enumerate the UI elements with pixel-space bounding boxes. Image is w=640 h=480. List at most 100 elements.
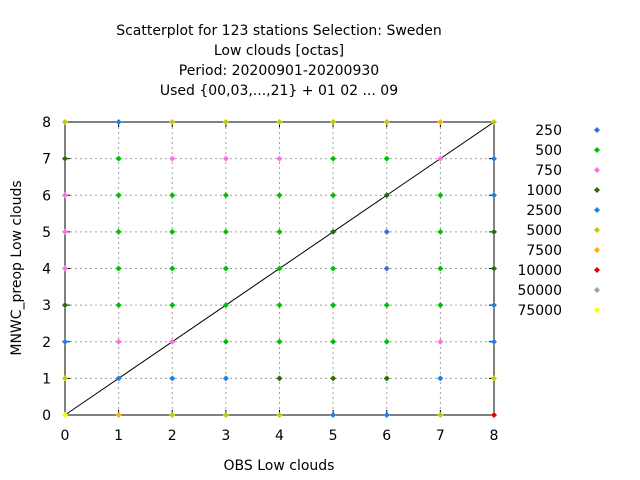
data-point (491, 228, 497, 235)
data-point (491, 192, 497, 199)
legend-marker (594, 227, 600, 233)
x-tick-label: 5 (329, 428, 338, 444)
data-point (169, 302, 176, 309)
data-point (437, 119, 444, 125)
data-point (169, 375, 176, 382)
x-tick-label: 0 (61, 428, 70, 444)
legend-marker (594, 127, 600, 133)
data-point (62, 375, 68, 382)
data-point (62, 119, 68, 125)
title-line-3: Period: 20200901-20200930 (179, 63, 379, 79)
data-point (276, 228, 283, 235)
data-point (115, 119, 122, 125)
x-tick-label: 4 (275, 428, 284, 444)
data-point (115, 265, 122, 272)
data-point (169, 119, 176, 125)
x-tick-label: 8 (490, 428, 499, 444)
data-point (276, 375, 283, 382)
data-point (437, 155, 444, 162)
data-point (491, 412, 497, 418)
legend-marker (594, 287, 600, 293)
legend-label: 7500 (526, 243, 562, 259)
x-tick-label: 7 (436, 428, 445, 444)
axis-ticks: 0 1 2 3 4 5 6 7 8 0 1 2 3 4 5 6 7 8 (42, 115, 498, 444)
data-point (383, 155, 390, 162)
data-point (330, 375, 337, 382)
data-point (437, 265, 444, 272)
data-point (491, 375, 497, 382)
data-point (222, 338, 229, 345)
data-point (222, 265, 229, 272)
data-point (491, 265, 497, 272)
data-point (169, 228, 176, 235)
legend: 250 500 750 1000 2500 5000 7500 10000 50000 75000 (517, 123, 600, 319)
x-tick-label: 6 (382, 428, 391, 444)
data-point (62, 412, 68, 418)
data-point (437, 192, 444, 199)
data-point (383, 228, 390, 235)
legend-label: 750 (535, 163, 562, 179)
data-point (169, 265, 176, 272)
data-point (437, 228, 444, 235)
data-point (276, 155, 283, 162)
data-point (222, 302, 229, 309)
x-tick-label: 3 (221, 428, 230, 444)
legend-label: 50000 (517, 283, 562, 299)
data-point (62, 265, 68, 272)
data-point (222, 119, 229, 125)
y-tick-label: 1 (42, 371, 51, 387)
y-tick-label: 8 (42, 115, 51, 131)
data-point (491, 302, 497, 309)
data-point (276, 302, 283, 309)
data-point (222, 192, 229, 199)
data-point (62, 302, 68, 309)
data-point (115, 338, 122, 345)
data-point (491, 119, 497, 125)
legend-marker (594, 147, 600, 153)
data-point (383, 265, 390, 272)
data-point (330, 338, 337, 345)
data-point (222, 155, 229, 162)
data-point (330, 302, 337, 309)
data-point (437, 302, 444, 309)
data-point (169, 412, 176, 418)
y-axis-title: MNWC_preop Low clouds (9, 180, 25, 355)
data-point (62, 155, 68, 162)
legend-marker (594, 247, 600, 253)
y-tick-label: 3 (42, 298, 51, 314)
data-point (383, 302, 390, 309)
data-point (222, 412, 229, 418)
x-tick-label: 2 (168, 428, 177, 444)
data-point (330, 412, 337, 418)
data-point (437, 338, 444, 345)
data-point (222, 375, 229, 382)
data-point (115, 375, 122, 382)
data-point (115, 155, 122, 162)
legend-marker (594, 167, 600, 173)
data-point (383, 119, 390, 125)
legend-marker (594, 307, 600, 313)
data-point (330, 119, 337, 125)
data-point (62, 338, 68, 345)
data-point (491, 155, 497, 162)
legend-label: 250 (535, 123, 562, 139)
legend-marker (594, 207, 600, 213)
legend-label: 75000 (517, 303, 562, 319)
data-point (330, 228, 337, 235)
data-point (169, 155, 176, 162)
data-point (383, 338, 390, 345)
data-point (383, 412, 390, 418)
data-point (169, 192, 176, 199)
y-tick-label: 4 (42, 262, 51, 278)
data-point (491, 338, 497, 345)
data-point (330, 265, 337, 272)
y-tick-label: 0 (42, 408, 51, 424)
chart-title: Scatterplot for 123 stations Selection: … (116, 23, 442, 99)
y-tick-label: 6 (42, 188, 51, 204)
y-tick-label: 7 (42, 152, 51, 168)
title-line-2: Low clouds [octas] (214, 43, 344, 59)
data-points (62, 119, 497, 418)
legend-label: 10000 (517, 263, 562, 279)
data-point (383, 192, 390, 199)
